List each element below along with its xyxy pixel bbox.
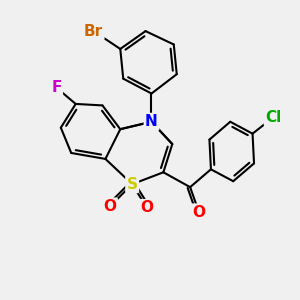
Text: O: O (193, 205, 206, 220)
Text: Cl: Cl (265, 110, 281, 125)
Text: S: S (127, 177, 138, 192)
Text: O: O (140, 200, 154, 215)
Text: Br: Br (84, 24, 103, 39)
Text: F: F (51, 80, 62, 95)
Text: O: O (103, 199, 116, 214)
Text: N: N (145, 114, 158, 129)
